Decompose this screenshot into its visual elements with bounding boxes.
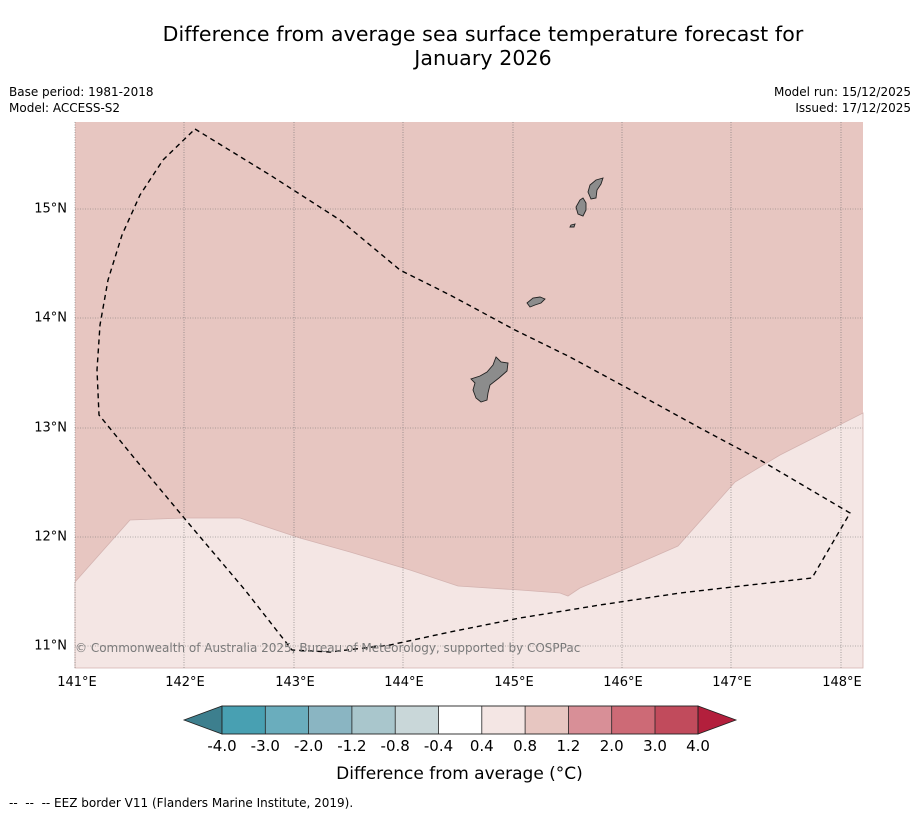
lat-label-12n: 12°N (34, 529, 67, 545)
lon-label-146e: 146°E (603, 675, 643, 690)
aguijan-islet (569, 223, 576, 228)
colorbar-extend-high (697, 705, 738, 735)
colorbar-bin-10 (611, 706, 655, 734)
graticule (74, 122, 863, 668)
colorbar-bin-3 (308, 706, 352, 734)
guam-island (470, 356, 509, 403)
meta-right: Model run: 15/12/2025 Issued: 17/12/2025 (774, 84, 911, 116)
meta-left: Base period: 1981-2018 Model: ACCESS-S2 (9, 84, 154, 116)
lon-label-144e: 144°E (384, 675, 424, 690)
colorbar-dividers (264, 706, 656, 734)
colorbar-tick-label: -0.8 (380, 737, 410, 755)
colorbar-bin-9 (568, 706, 612, 734)
colorbar-tick-label: 3.0 (643, 737, 667, 755)
copyright-notice: © Commonwealth of Australia 2025, Bureau… (75, 641, 581, 655)
colorbar-tick-label: 0.8 (513, 737, 538, 755)
colorbar-title: Difference from average (°C) (336, 764, 583, 784)
chart-title: Difference from average sea surface temp… (60, 22, 906, 70)
colorbar-bin-6 (438, 706, 482, 734)
tinian-island (575, 197, 587, 217)
saipan-island (587, 177, 604, 200)
colorbar-tick-label: -2.0 (293, 737, 324, 755)
lat-label-14n: 14°N (34, 310, 67, 326)
lon-label-143e: 143°E (275, 675, 315, 690)
eez-legend-note: -- -- -- EEZ border V11 (Flanders Marine… (9, 796, 354, 810)
lon-label-142e: 142°E (165, 675, 205, 690)
colorbar-tick-label: 0.4 (469, 737, 494, 755)
sst-anomaly-map (74, 122, 864, 669)
base-period: Base period: 1981-2018 (9, 85, 154, 99)
model-name: Model: ACCESS-S2 (9, 101, 121, 115)
colorbar-bin-11 (655, 706, 698, 734)
lon-label-148e: 148°E (822, 675, 862, 690)
colorbar-bin-2 (265, 706, 309, 734)
lat-label-13n: 13°N (34, 420, 67, 436)
colorbar-bin-5 (395, 706, 439, 734)
eez-border (96, 128, 851, 653)
colorbar-tick-label: 4.0 (686, 737, 710, 755)
lon-label-141e: 141°E (57, 675, 97, 690)
colorbar-tick-label: 1.2 (556, 737, 581, 755)
lat-label-15n: 15°N (34, 201, 67, 217)
model-run: Model run: 15/12/2025 (773, 85, 911, 99)
colorbar-bin-4 (351, 706, 396, 734)
rota-island (526, 296, 546, 308)
colorbar-bin-7 (481, 706, 526, 734)
colorbar-outline (221, 705, 699, 735)
title-line-1: Difference from average sea surface temp… (162, 22, 804, 46)
colorbar-tick-label: -3.0 (250, 737, 280, 755)
lat-label-11n: 11°N (34, 638, 67, 654)
lon-label-145e: 145°E (494, 675, 534, 690)
islands (470, 177, 604, 403)
colorbar-tick-label: 2.0 (599, 737, 624, 755)
colorbar-extend-low (182, 705, 223, 735)
anomaly-region-south (74, 412, 864, 669)
colorbar-tick-label: -0.4 (423, 737, 454, 755)
colorbar-tick-label: -1.2 (337, 737, 367, 755)
issued-date: Issued: 17/12/2025 (795, 101, 911, 115)
colorbar-bin-1 (222, 706, 266, 734)
colorbar-tick-label: -4.0 (207, 737, 237, 755)
colorbar-bin-8 (525, 706, 569, 734)
lon-label-147e: 147°E (712, 675, 752, 690)
title-line-2: January 2026 (414, 46, 552, 70)
